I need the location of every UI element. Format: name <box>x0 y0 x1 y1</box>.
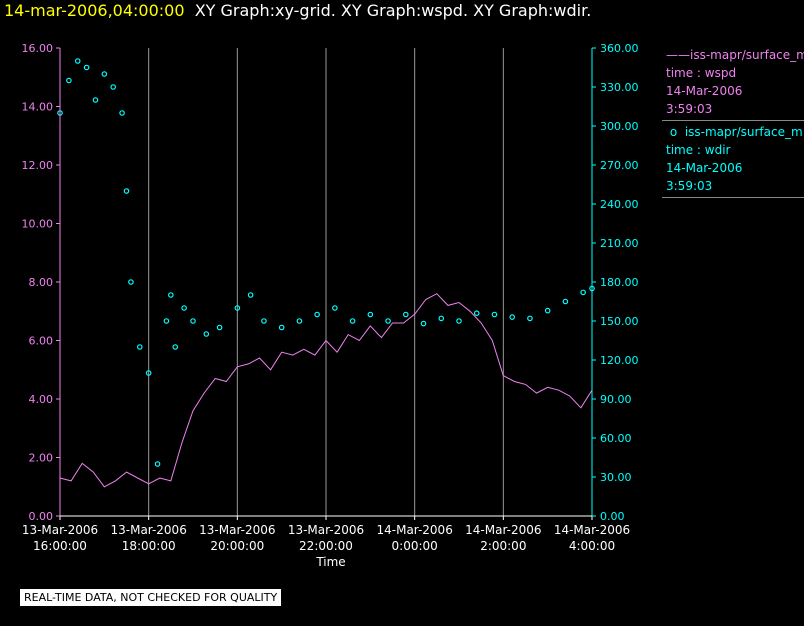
x-tick-label-date: 13-Mar-2006 <box>22 523 98 537</box>
data-point-wdir <box>234 305 241 311</box>
right-tick-label: 30.00 <box>600 471 632 484</box>
right-tick-label: 300.00 <box>600 120 639 133</box>
right-tick-label: 210.00 <box>600 237 639 250</box>
left-tick-label: 14.00 <box>22 101 54 114</box>
data-point-wdir <box>278 324 285 331</box>
data-point-wdir <box>83 64 90 71</box>
legend-time: 3:59:03 <box>666 102 713 116</box>
x-axis-label: Time <box>315 555 345 569</box>
left-tick-label: 8.00 <box>29 276 54 289</box>
quality-notice: REAL-TIME DATA, NOT CHECKED FOR QUALITY <box>20 589 282 606</box>
data-point-wdir <box>332 305 338 311</box>
data-point-wdir <box>128 279 134 285</box>
x-tick-label-date: 13-Mar-2006 <box>199 523 275 537</box>
series-layer <box>57 58 595 488</box>
right-tick-label: 330.00 <box>600 81 639 94</box>
data-point-wdir <box>314 311 320 318</box>
legend: ——iss-mapr/surface_m time : wspd 14-Mar-… <box>662 44 804 198</box>
window-title: 14-mar-2006,04:00:00 XY Graph:xy-grid. X… <box>4 1 591 20</box>
data-point-wdir <box>145 370 152 376</box>
right-tick-label: 240.00 <box>600 198 639 211</box>
data-point-wdir <box>168 292 174 298</box>
data-point-wdir <box>119 110 125 116</box>
right-tick-label: 180.00 <box>600 276 639 289</box>
legend-line-symbol: —— <box>666 48 690 62</box>
data-point-wdir <box>123 188 130 194</box>
data-point-wdir <box>580 289 586 296</box>
x-tick-label-time: 22:00:00 <box>299 539 353 553</box>
left-tick-label: 6.00 <box>29 335 54 348</box>
left-tick-label: 12.00 <box>22 159 54 172</box>
x-tick-label-date: 14-Mar-2006 <box>376 523 452 537</box>
data-point-wdir <box>544 307 551 314</box>
data-point-wdir <box>92 97 99 103</box>
left-tick-label: 4.00 <box>29 393 54 406</box>
data-point-wdir <box>456 318 462 324</box>
data-point-wdir <box>438 315 445 322</box>
data-point-wdir <box>491 311 498 318</box>
x-tick-label-date: 13-Mar-2006 <box>288 523 364 537</box>
data-point-wdir <box>349 318 356 324</box>
legend-field: time : wdir <box>666 143 731 157</box>
x-tick-label-time: 20:00:00 <box>210 539 264 553</box>
data-point-wdir <box>261 318 267 324</box>
title-graph-list: XY Graph:xy-grid. XY Graph:wspd. XY Grap… <box>194 1 592 20</box>
legend-field: time : wspd <box>666 66 737 80</box>
data-point-wdir <box>74 58 81 64</box>
data-point-wdir <box>562 298 569 305</box>
data-point-wdir <box>473 310 480 317</box>
legend-date: 14-Mar-2006 <box>666 161 743 175</box>
data-point-wdir <box>181 305 187 311</box>
title-timestamp: 14-mar-2006,04:00:00 <box>4 1 185 20</box>
x-tick-label-date: 14-Mar-2006 <box>554 523 630 537</box>
left-tick-label: 2.00 <box>29 452 54 465</box>
legend-entry-wdir[interactable]: o iss-mapr/surface_m time : wdir 14-Mar-… <box>662 121 804 198</box>
data-point-wdir <box>203 331 210 337</box>
x-tick-label-time: 4:00:00 <box>569 539 615 553</box>
right-tick-label: 90.00 <box>600 393 632 406</box>
right-tick-label: 360.00 <box>600 42 639 55</box>
data-point-wdir <box>247 292 254 298</box>
legend-circle-symbol: o <box>669 125 678 139</box>
data-point-wdir <box>66 77 72 84</box>
data-point-wdir <box>154 461 161 467</box>
left-tick-label: 0.00 <box>29 510 54 523</box>
legend-time: 3:59:03 <box>666 179 713 193</box>
series-line-wspd <box>59 293 593 488</box>
grid <box>148 48 504 516</box>
data-point-wdir <box>172 344 179 350</box>
legend-source: iss-mapr/surface_m <box>690 48 804 62</box>
right-tick-label: 270.00 <box>600 159 639 172</box>
right-tick-label: 150.00 <box>600 315 639 328</box>
data-point-wdir <box>385 318 391 324</box>
data-point-wdir <box>296 318 303 324</box>
right-tick-label: 120.00 <box>600 354 639 367</box>
data-point-wdir <box>216 324 223 331</box>
data-point-wdir <box>110 84 117 90</box>
data-point-wdir <box>402 311 409 318</box>
data-point-wdir <box>163 318 170 324</box>
x-tick-label-time: 16:00:00 <box>33 539 87 553</box>
left-tick-label: 10.00 <box>22 218 54 231</box>
right-tick-label: 0.00 <box>600 510 625 523</box>
data-point-wdir <box>137 344 143 350</box>
data-point-wdir <box>367 311 374 318</box>
legend-date: 14-Mar-2006 <box>666 84 743 98</box>
legend-entry-wspd[interactable]: ——iss-mapr/surface_m time : wspd 14-Mar-… <box>662 44 804 121</box>
axes: 13-Mar-2006 16:00:00 13-Mar-2006 18:00:00 13… <box>22 42 639 553</box>
data-point-wdir <box>527 315 533 322</box>
right-tick-label: 60.00 <box>600 432 632 445</box>
data-point-wdir <box>190 318 196 324</box>
x-tick-label-time: 18:00:00 <box>122 539 176 553</box>
data-point-wdir <box>101 71 108 77</box>
x-tick-label-date: 14-Mar-2006 <box>465 523 541 537</box>
data-point-wdir <box>509 314 516 320</box>
x-tick-label-time: 2:00:00 <box>480 539 526 553</box>
data-point-wdir <box>420 320 427 327</box>
legend-source: iss-mapr/surface_m <box>684 125 803 139</box>
x-tick-label-time: 0:00:00 <box>392 539 438 553</box>
left-tick-label: 16.00 <box>22 42 54 55</box>
x-tick-label-date: 13-Mar-2006 <box>110 523 186 537</box>
